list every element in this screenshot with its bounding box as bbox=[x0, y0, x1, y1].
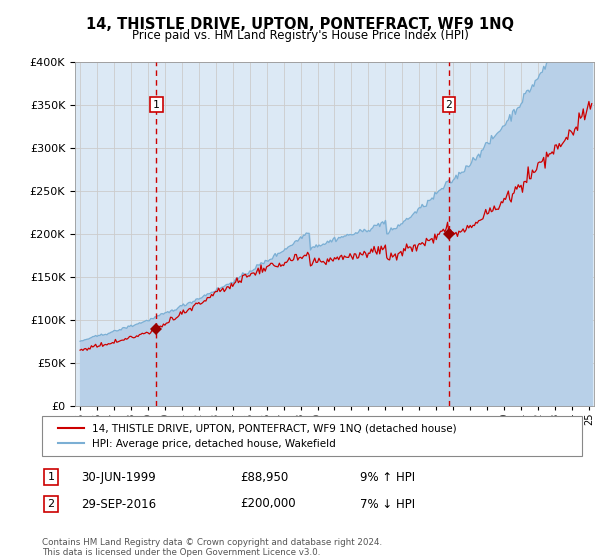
Text: Contains HM Land Registry data © Crown copyright and database right 2024.
This d: Contains HM Land Registry data © Crown c… bbox=[42, 538, 382, 557]
Text: Price paid vs. HM Land Registry's House Price Index (HPI): Price paid vs. HM Land Registry's House … bbox=[131, 29, 469, 42]
Text: £200,000: £200,000 bbox=[240, 497, 296, 511]
Text: 1: 1 bbox=[47, 472, 55, 482]
Text: 30-JUN-1999: 30-JUN-1999 bbox=[81, 470, 156, 484]
Text: £88,950: £88,950 bbox=[240, 470, 288, 484]
Text: 1: 1 bbox=[153, 100, 160, 110]
Text: 2: 2 bbox=[47, 499, 55, 509]
Text: 14, THISTLE DRIVE, UPTON, PONTEFRACT, WF9 1NQ: 14, THISTLE DRIVE, UPTON, PONTEFRACT, WF… bbox=[86, 17, 514, 32]
Text: 2: 2 bbox=[446, 100, 452, 110]
Text: 7% ↓ HPI: 7% ↓ HPI bbox=[360, 497, 415, 511]
Text: 29-SEP-2016: 29-SEP-2016 bbox=[81, 497, 156, 511]
Text: 9% ↑ HPI: 9% ↑ HPI bbox=[360, 470, 415, 484]
Legend: 14, THISTLE DRIVE, UPTON, PONTEFRACT, WF9 1NQ (detached house), HPI: Average pri: 14, THISTLE DRIVE, UPTON, PONTEFRACT, WF… bbox=[53, 418, 462, 454]
